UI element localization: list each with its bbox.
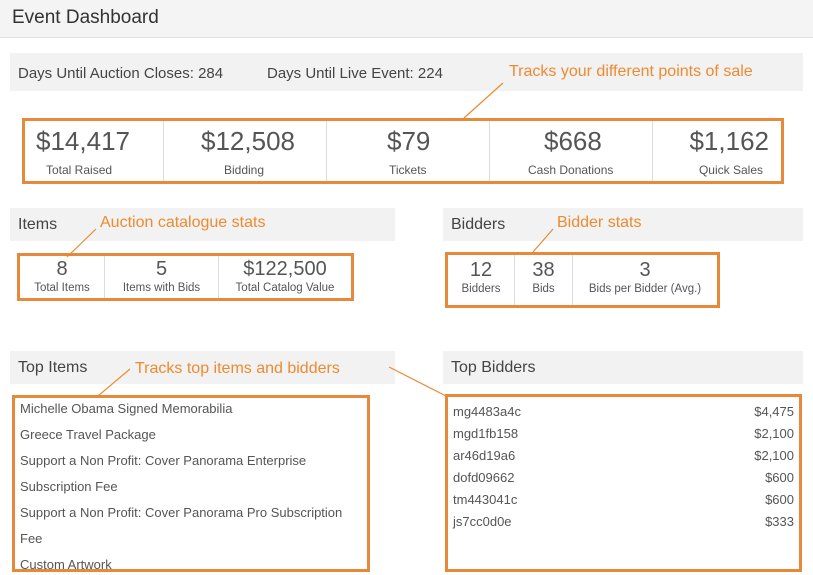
top-item-line[interactable]: Michelle Obama Signed Memorabilia [20,401,233,416]
table-row[interactable]: mg4483a4c $4,475 [453,404,794,419]
bids-per-bidder-label: Bids per Bidder (Avg.) [588,283,702,295]
bidder-id: mg4483a4c [453,404,521,419]
bidding-cell: $12,508 Bidding [164,121,327,181]
cash-donations-label: Cash Donations [528,163,614,177]
bidder-id: dofd09662 [453,470,515,485]
bidder-amount: $2,100 [754,448,794,463]
bidders-count-value: 12 [469,259,493,281]
cash-donations-value: $668 [544,126,602,156]
top-item-line[interactable]: Greece Travel Package [20,427,156,442]
total-items-cell: 8 Total Items [20,256,105,298]
table-row[interactable]: ar46d19a6 $2,100 [453,448,794,463]
total-catalog-value-label: Total Catalog Value [235,282,335,294]
annotation-catalogue: Auction catalogue stats [100,214,266,231]
top-bidders-band [443,351,803,384]
quick-sales-value: $1,162 [689,126,769,156]
cash-donations-cell: $668 Cash Donations [490,121,653,181]
total-raised-label: Total Raised [46,163,113,177]
bids-count-label: Bids [532,283,555,295]
top-items-panel: Michelle Obama Signed Memorabilia Greece… [12,395,370,572]
bidders-heading: Bidders [451,216,506,233]
connector-top-bidders [388,366,447,397]
table-row[interactable]: tm443041c $600 [453,492,794,507]
total-catalog-value: $122,500 [243,258,327,280]
top-items-band [10,351,395,384]
total-raised-cell: $14,417 Total Raised [25,121,164,181]
quick-sales-cell: $1,162 Quick Sales [653,121,781,181]
bidder-amount: $4,475 [754,404,794,419]
page-title: Event Dashboard [12,7,159,28]
countdown-band [10,53,803,91]
bidder-id: ar46d19a6 [453,448,516,463]
bidder-amount: $2,100 [754,426,794,441]
title-bar [0,0,813,38]
annotation-points-of-sale: Tracks your different points of sale [509,63,753,80]
top-item-line[interactable]: Fee [20,531,43,546]
top-bidders-heading: Top Bidders [451,359,536,376]
table-row[interactable]: mgd1fb158 $2,100 [453,426,794,441]
top-item-line[interactable]: Support a Non Profit: Cover Panorama Ent… [20,453,307,468]
total-raised-value: $14,417 [36,126,130,156]
bids-per-bidder-value: 3 [639,259,651,281]
total-items-value: 8 [56,258,68,280]
live-event-countdown: Days Until Live Event: 224 [267,65,443,82]
items-stats-panel: 8 Total Items 5 Items with Bids $122,500… [17,253,354,301]
bidding-label: Bidding [224,163,265,177]
bids-per-bidder-cell: 3 Bids per Bidder (Avg.) [573,255,717,305]
items-heading: Items [18,216,58,233]
top-bidders-panel: mg4483a4c $4,475 mgd1fb158 $2,100 ar46d19a… [445,394,802,572]
top-item-line[interactable]: Support a Non Profit: Cover Panorama Pro… [20,505,343,520]
auction-closes-countdown: Days Until Auction Closes: 284 [18,65,224,82]
quick-sales-label: Quick Sales [698,163,763,177]
bidding-value: $12,508 [201,126,295,156]
annotation-bidder: Bidder stats [557,214,642,231]
total-items-label: Total Items [34,282,90,294]
bidder-id: mgd1fb158 [453,426,519,441]
bids-count-value: 38 [532,259,555,281]
bidders-stats-panel: 12 Bidders 38 Bids 3 Bids per Bidder (Av… [445,252,720,308]
total-catalog-value-cell: $122,500 Total Catalog Value [219,256,351,298]
bidder-amount: $600 [765,492,794,507]
top-item-line[interactable]: Custom Artwork [20,557,112,572]
bids-count-cell: 38 Bids [515,255,573,305]
top-items-heading: Top Items [18,359,88,376]
bidders-count-cell: 12 Bidders [448,255,515,305]
bidder-id: js7cc0d0e [453,514,512,529]
totals-panel: $14,417 Total Raised $12,508 Bidding $79… [22,118,784,184]
items-with-bids-cell: 5 Items with Bids [105,256,219,298]
bidder-id: tm443041c [453,492,518,507]
tickets-label: Tickets [389,163,427,177]
top-item-line[interactable]: Subscription Fee [20,479,118,494]
tickets-value: $79 [387,126,431,156]
bidder-amount: $333 [765,514,794,529]
tickets-cell: $79 Tickets [327,121,490,181]
table-row[interactable]: js7cc0d0e $333 [453,514,794,529]
bidders-band [443,208,803,241]
annotation-top: Tracks top items and bidders [135,360,340,377]
bidder-amount: $600 [765,470,794,485]
items-with-bids-value: 5 [155,258,168,280]
bidders-count-label: Bidders [461,283,501,295]
table-row[interactable]: dofd09662 $600 [453,470,794,485]
items-with-bids-label: Items with Bids [122,282,201,294]
